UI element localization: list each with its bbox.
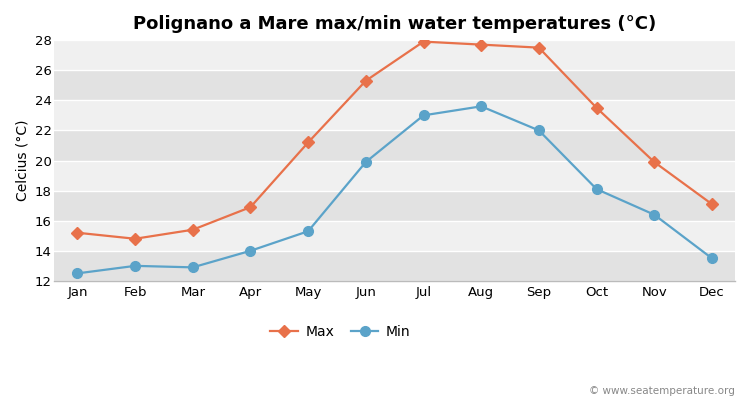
Y-axis label: Celcius (°C): Celcius (°C) [15,120,29,201]
Title: Polignano a Mare max/min water temperatures (°C): Polignano a Mare max/min water temperatu… [133,15,656,33]
Bar [54,251,735,281]
Legend: Max, Min: Max, Min [265,319,416,344]
Bar [54,130,735,160]
Bar [54,221,735,251]
Bar [54,40,735,70]
Bar [54,100,735,130]
Bar [54,160,735,191]
Text: © www.seatemperature.org: © www.seatemperature.org [590,386,735,396]
Bar [54,70,735,100]
Bar [54,191,735,221]
